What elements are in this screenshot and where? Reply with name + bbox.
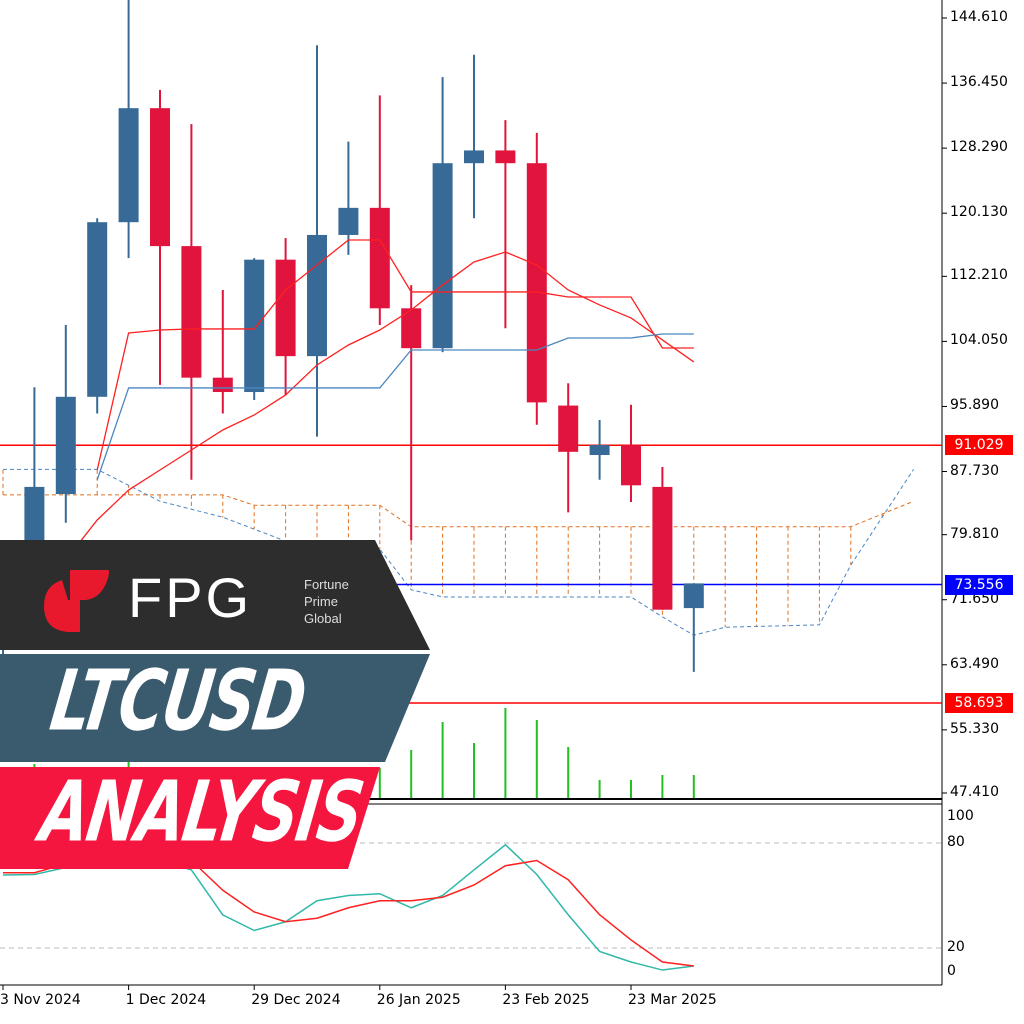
candle-bullish <box>307 234 327 357</box>
analysis-banner <box>0 767 380 869</box>
candle-bullish <box>244 259 265 393</box>
y-tick-label: 144.610 <box>950 9 1008 25</box>
indicator-line <box>96 239 694 471</box>
candle-bearish <box>275 259 296 357</box>
y-tick-label: 104.050 <box>950 332 1008 349</box>
brand-sub-line: Global <box>304 611 342 626</box>
candle-bearish <box>621 445 641 486</box>
candle-bearish <box>558 405 579 452</box>
y-tick-label: 87.730 <box>950 462 999 479</box>
brand-sub-line: Prime <box>304 594 338 609</box>
candle-bearish <box>526 163 547 403</box>
x-tick-label: 1 Dec 2024 <box>125 992 207 1008</box>
candle-bearish <box>495 150 516 164</box>
y-tick-label: 79.810 <box>950 525 999 542</box>
y-tick-label: 95.890 <box>950 397 999 414</box>
symbol-title: LTCUSD <box>45 651 311 750</box>
x-tick-label: 23 Mar 2025 <box>628 992 717 1008</box>
symbol-banner <box>0 654 430 762</box>
oscillator-tick-label: 20 <box>947 939 965 955</box>
x-tick-label: 3 Nov 2024 <box>0 992 81 1008</box>
candle-bullish <box>683 583 704 609</box>
oscillator-tick-label: 100 <box>947 808 974 824</box>
x-tick-label: 29 Dec 2024 <box>251 992 341 1008</box>
candle-bearish <box>652 486 673 610</box>
candle-bearish <box>401 308 422 349</box>
candle-bullish <box>338 207 359 235</box>
candle-bullish <box>55 396 76 495</box>
oscillator-tick-label: 80 <box>947 834 965 850</box>
y-tick-label: 120.130 <box>950 204 1008 221</box>
candle-bearish <box>181 246 202 378</box>
oscillator-tick-label: 0 <box>947 963 956 979</box>
indicator-line <box>2 251 695 621</box>
x-tick-label: 26 Jan 2025 <box>376 992 461 1008</box>
fpg-logo-icon <box>44 570 109 632</box>
candle-bearish <box>150 108 170 247</box>
brand-name: FPG <box>128 566 253 629</box>
brand-sub-line: Fortune <box>304 577 349 592</box>
y-tick-label: 112.210 <box>950 267 1008 284</box>
y-tick-label: 47.410 <box>950 784 999 800</box>
candle-bullish <box>432 163 453 349</box>
y-tick-label: 128.290 <box>950 139 1008 156</box>
cloud-span-a <box>3 494 914 528</box>
y-tick-label: 55.330 <box>950 720 999 737</box>
y-tick-label: 136.450 <box>950 74 1008 91</box>
candle-bullish <box>589 445 610 456</box>
price-level-tag: 58.693 <box>945 693 1013 714</box>
y-tick-label: 71.650 <box>950 590 999 607</box>
price-level-tag: 91.029 <box>945 435 1013 456</box>
candle-bullish <box>118 108 139 223</box>
x-tick-label: 23 Feb 2025 <box>502 992 590 1008</box>
brand-subtitle: Fortune Prime Global <box>304 576 349 627</box>
price-level-tag: 73.556 <box>945 574 1013 595</box>
y-tick-label: 63.490 <box>950 655 999 672</box>
candle-bearish <box>212 377 233 393</box>
analysis-title: ANALYSIS <box>35 762 368 861</box>
candle-bearish <box>369 207 390 309</box>
candle-bullish <box>87 222 108 397</box>
candle-bullish <box>464 150 484 164</box>
indicator-line <box>96 333 694 481</box>
